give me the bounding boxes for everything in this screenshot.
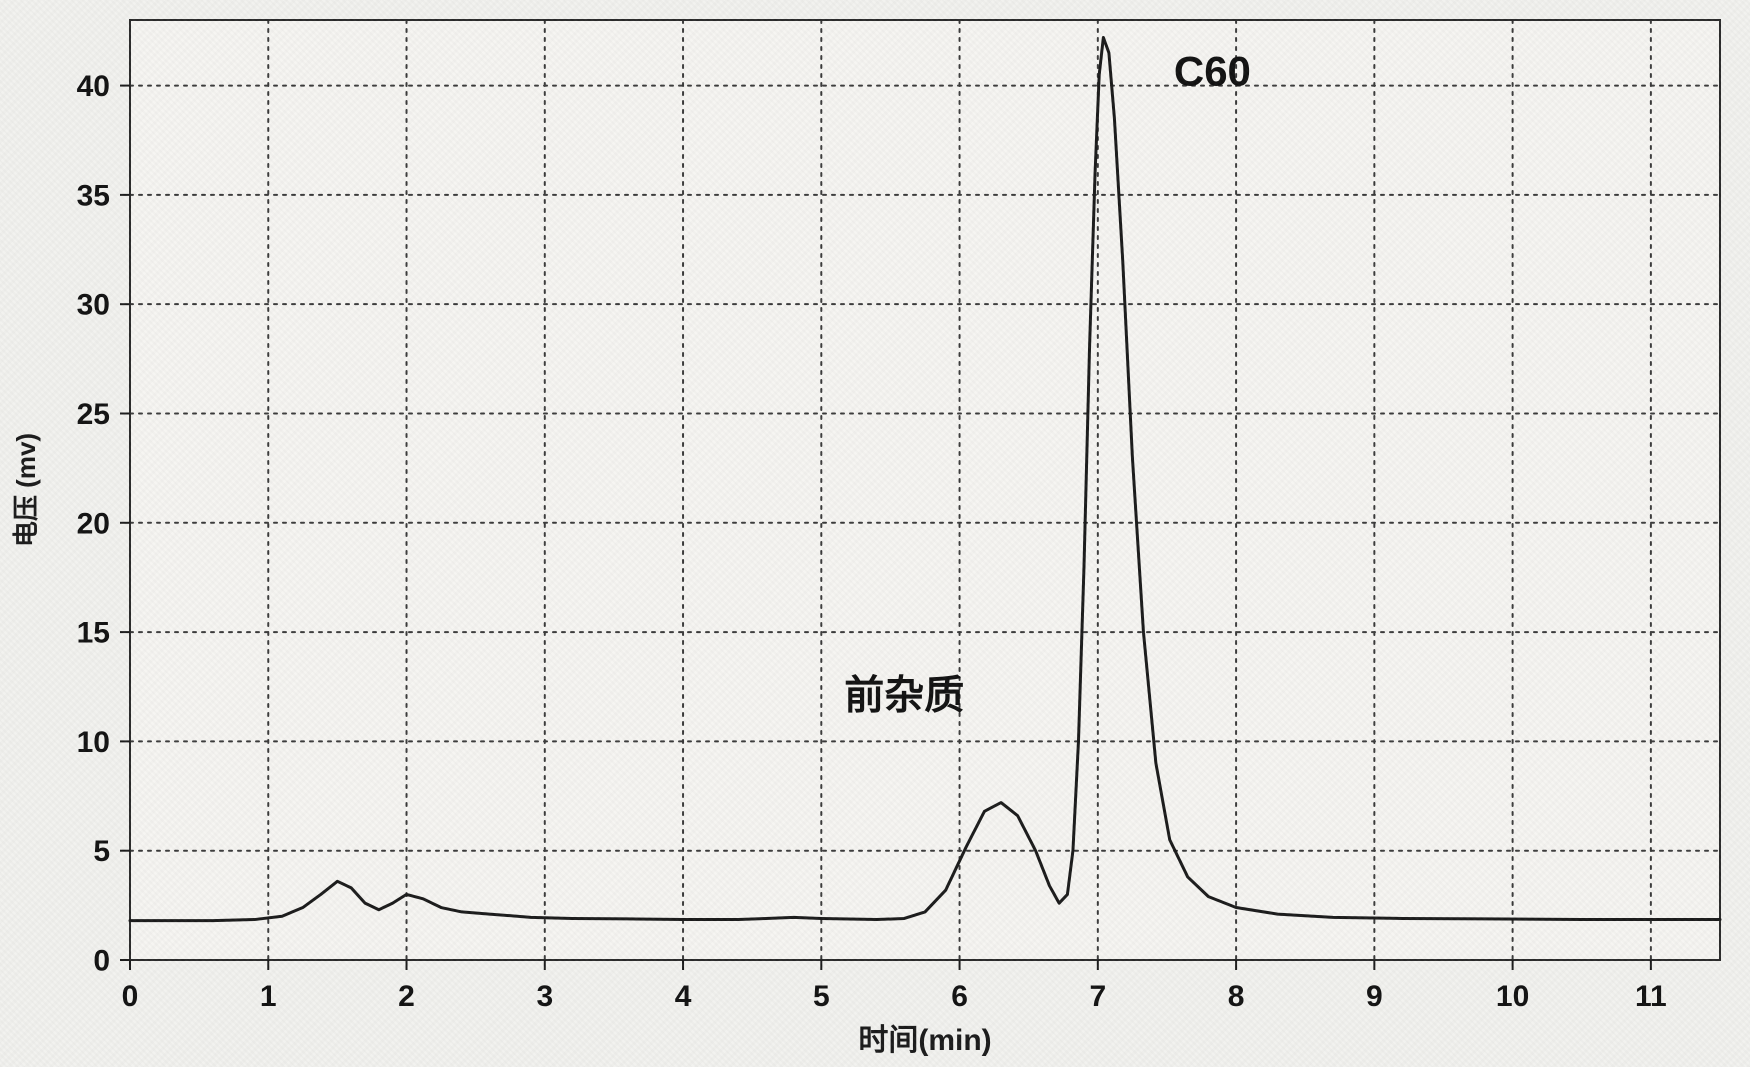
y-ticks: 0 5 10 15 20 25 30 35 40: [77, 70, 130, 977]
x-tick-label: 3: [536, 980, 553, 1013]
x-tick-label: 0: [122, 980, 139, 1013]
x-tick-label: 10: [1496, 980, 1529, 1013]
y-tick-label: 0: [93, 945, 110, 978]
x-tick-label: 4: [675, 980, 692, 1013]
x-ticks: 0 1 2 3 4 5 6 7 8 9 10 11: [122, 960, 1667, 1013]
chromatogram-chart: 0 1 2 3 4 5 6 7 8 9 10 11 时间(min) 0 5 10 15 20 25 30 35 40 电压 …: [0, 0, 1750, 1067]
c60-peak-label: C60: [1174, 48, 1251, 95]
chart-container: 0 1 2 3 4 5 6 7 8 9 10 11 时间(min) 0 5 10 15 20 25 30 35 40 电压 …: [0, 0, 1750, 1067]
front-impurity-label: 前杂质: [844, 674, 964, 718]
x-tick-label: 9: [1366, 980, 1383, 1013]
y-tick-label: 15: [77, 617, 110, 650]
x-tick-label: 11: [1635, 980, 1667, 1013]
x-tick-label: 2: [398, 980, 415, 1013]
y-tick-label: 20: [77, 507, 110, 540]
plot-background: [130, 20, 1720, 960]
y-tick-label: 40: [77, 70, 110, 103]
x-tick-label: 7: [1089, 980, 1106, 1013]
y-tick-label: 30: [77, 289, 110, 322]
y-axis-label: 电压 (mv): [11, 433, 41, 547]
x-tick-label: 5: [813, 980, 830, 1013]
x-tick-label: 8: [1228, 980, 1245, 1013]
x-axis-label: 时间(min): [858, 1024, 991, 1057]
y-tick-label: 10: [77, 726, 110, 759]
x-tick-label: 6: [951, 980, 968, 1013]
x-tick-label: 1: [260, 980, 277, 1013]
y-tick-label: 25: [77, 398, 110, 431]
y-tick-label: 5: [93, 835, 110, 868]
y-tick-label: 35: [77, 179, 110, 212]
